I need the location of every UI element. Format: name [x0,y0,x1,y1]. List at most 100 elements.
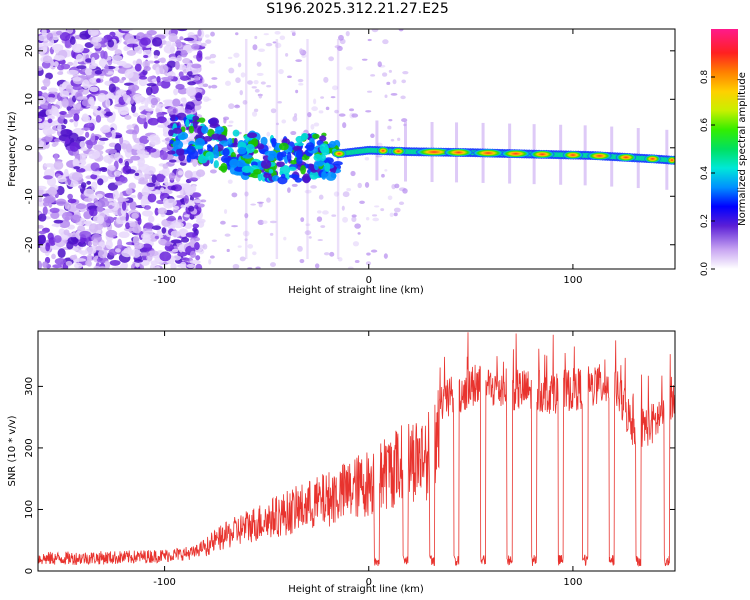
spectrogram-noise-cell [387,125,392,130]
spectrogram-noise-cell [83,197,93,203]
spectrogram-noise-cell [390,138,395,142]
spectrogram-noise-cell [150,84,159,95]
spectrogram-noise-cell [144,222,154,229]
spectrogram-noise-cell [55,198,67,206]
spectrogram-noise-cell [202,83,209,88]
spectrogram-ridge-peak [332,149,347,158]
spectrogram-noise-cell [347,266,354,269]
spectrogram-noise-cell [90,173,98,180]
spectrogram-noise-cell [42,206,48,216]
snr-x-label: Height of straight line (km) [288,584,424,595]
snr-panel: -100 0 100 0 100 200 300 Height of straight l… [7,330,676,595]
spectrogram-noise-cell [90,133,96,143]
spectrogram-noise-cell [125,129,137,135]
spectrogram-noise-cell [97,140,106,146]
spectrogram-noise-cell [51,142,57,148]
spectrogram-noise-cell [153,49,161,57]
spectrogram-noise-cell [93,265,101,269]
spectrogram-cell [177,131,189,140]
spectrogram-noise-cell [146,182,156,187]
spectrogram-noise-cell [107,39,115,48]
colorbar-tick-label: 0.0 [700,262,710,277]
spectrogram-noise-cell [57,71,64,76]
spectrogram-noise-cell [63,229,70,236]
spectrogram-noise-cell [389,212,394,217]
spectrogram-noise-cell [287,187,291,193]
spectrogram-ridge-peak [644,154,661,163]
spectrogram-noise-cell [120,143,128,150]
spectrogram-noise-cell [297,245,303,252]
spectrogram-noise-cell [89,86,99,93]
spectrogram-ridge-peak [562,151,584,160]
spectrogram-noise-cell [159,57,166,64]
spectrogram-noise-cell [387,195,393,201]
spectrogram-noise-cell [87,240,93,247]
spectrogram-noise-cell [176,55,182,62]
spectrogram-noise-cell [149,263,156,269]
spectrogram-noise-cell [244,238,248,241]
spectrogram-noise-cell [278,68,284,75]
spectrogram-noise-cell [357,232,361,235]
spectrogram-noise-cell [274,30,281,35]
spectrogram-noise-cell [138,76,148,80]
spectrogram-noise-cell [57,248,66,259]
spectrogram-noise-cell [195,92,203,102]
spectrogram-noise-cell [64,168,69,176]
spectrogram-cell [263,172,270,179]
spectrogram-noise-cell [40,86,48,91]
spectrogram-noise-cell [143,230,154,236]
spectrogram-noise-cell [101,110,107,114]
spectrogram-ridge-peak [587,151,612,160]
spectrogram-noise-cell [196,52,203,62]
spectrogram-noise-cell [42,261,48,268]
spectrogram-noise-cell [314,263,320,269]
spectrogram-noise-cell [100,50,106,59]
spectrogram-noise-cell [38,96,46,105]
spectrogram-noise-cell [174,60,180,70]
spectrogram-noise-cell [239,89,243,96]
spectrogram-noise-cell [140,37,151,46]
spectrogram-cell [232,129,240,137]
spectrogram-noise-cell [130,155,141,161]
spectrogram-noise-cell [275,122,280,126]
spectrogram-noise-cell [255,266,261,269]
spectrogram-cell [194,137,205,148]
spectrogram-noise-cell [390,93,398,96]
spectrogram-cell [214,144,219,153]
spectrogram-noise-cell [195,169,206,178]
spectrogram-noise-cell [176,194,185,199]
spectrogram-noise-cell [182,57,191,65]
spectrogram-cell [229,158,239,168]
spectrogram-noise-cell [190,192,202,198]
spectrogram-noise-cell [359,200,365,205]
spectrogram-noise-cell [191,43,200,50]
spectrogram-noise-cell [58,84,65,93]
spectrogram-noise-cell [150,238,158,242]
snr-ytick-label: 100 [24,500,35,519]
spectrogram-noise-cell [155,266,161,269]
spectrogram-noise-cell [180,49,188,58]
spectrogram-noise-cell [80,146,88,152]
spectrogram-noise-cell [121,201,127,211]
spectrogram-noise-cell [253,80,259,85]
spectrogram-cell [268,169,274,174]
spectrogram-noise-cell [228,67,235,74]
spectrogram-cell [294,177,302,183]
spectrogram-noise-cell [126,124,134,129]
spectrogram-noise-cell [38,230,47,235]
spectrogram-noise-cell [74,258,87,262]
spectrogram-noise-cell [384,94,388,99]
spectrogram-noise-cell [125,143,132,153]
chart-title: S196.2025.312.21.27.E25 [266,1,449,17]
spectrogram-noise-cell [132,60,137,66]
spectrogram-noise-cell [108,83,116,93]
spectrogram-noise-cell [130,194,137,199]
spectrogram-noise-cell [83,221,89,225]
spectrogram-noise-cell [156,116,167,124]
spectrogram-noise-cell [93,144,104,151]
spectrogram-noise-cell [81,115,91,123]
spectrogram-noise-cell [244,213,249,219]
spectrogram-noise-cell [381,72,388,77]
